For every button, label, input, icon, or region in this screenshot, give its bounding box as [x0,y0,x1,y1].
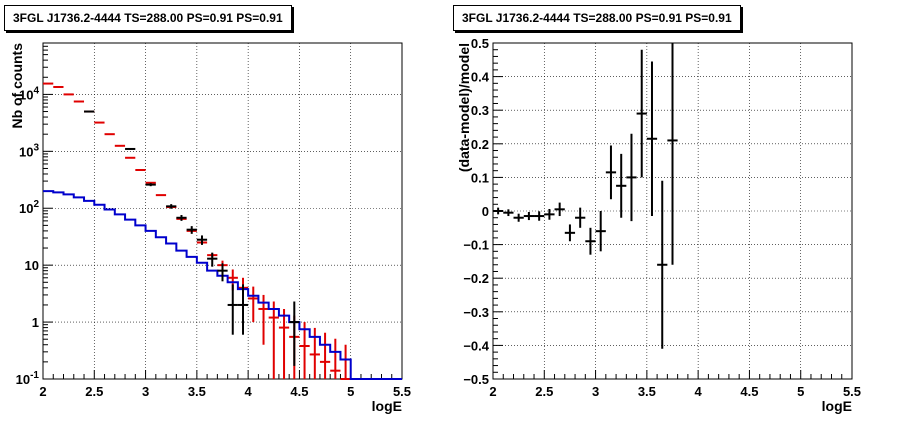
left-y-tick-label: 10-1 [16,370,40,387]
right-y-tick-label: 0.1 [471,170,489,185]
right-x-tick-label: 5 [797,384,804,399]
right-x-tick-label: 3.5 [638,384,656,399]
right-y-tick-label: 0.2 [471,137,489,152]
right-y-tick-label: −0.2 [463,271,489,286]
right-y-tick-label: 0 [482,204,489,219]
right-y-tick-label: 0.3 [471,103,489,118]
left-y-tick-label: 102 [19,199,39,216]
right-x-tick-label: 2.5 [535,384,553,399]
right-x-axis-title: logE [822,398,852,414]
left-plot-title: 3FGL J1736.2-4444 TS=288.00 PS=0.91 PS=0… [4,5,292,31]
left-x-tick-label: 3.5 [188,384,206,399]
left-x-tick-label: 2.5 [85,384,103,399]
right-x-tick-label: 3 [592,384,599,399]
left-y-axis-title: Nb of counts [9,43,25,129]
blue-step-histogram [43,190,402,380]
left-y-tick-label: 1 [32,315,39,330]
left-y-tick-label: 103 [19,142,39,159]
right-x-tick-label: 4.5 [740,384,758,399]
right-y-axis-title: (data-model)/model [456,43,472,172]
left-y-tick-label: 10 [25,258,39,273]
left-x-tick-label: 2 [39,384,46,399]
left-plot-frame [42,42,403,380]
right-x-tick-label: 4 [695,384,703,399]
right-y-tick-label: −0.4 [463,338,489,353]
left-x-tick-label: 4 [245,384,253,399]
left-y-tick-label: 104 [19,85,39,102]
right-y-tick-label: −0.3 [463,305,489,320]
right-y-tick-label: −0.1 [463,238,489,253]
right-x-tick-label: 2 [489,384,496,399]
left-x-axis-title: logE [372,398,402,414]
right-y-tick-label: −0.5 [463,372,489,387]
left-x-tick-label: 5.5 [393,384,411,399]
right-y-tick-label: 0.5 [471,36,489,51]
left-x-tick-label: 3 [142,384,149,399]
left-x-tick-label: 4.5 [290,384,308,399]
right-y-tick-label: 0.4 [471,70,490,85]
right-x-tick-label: 5.5 [843,384,861,399]
left-x-tick-label: 5 [347,384,354,399]
right-plot-title: 3FGL J1736.2-4444 TS=288.00 PS=0.91 PS=0… [453,5,741,31]
